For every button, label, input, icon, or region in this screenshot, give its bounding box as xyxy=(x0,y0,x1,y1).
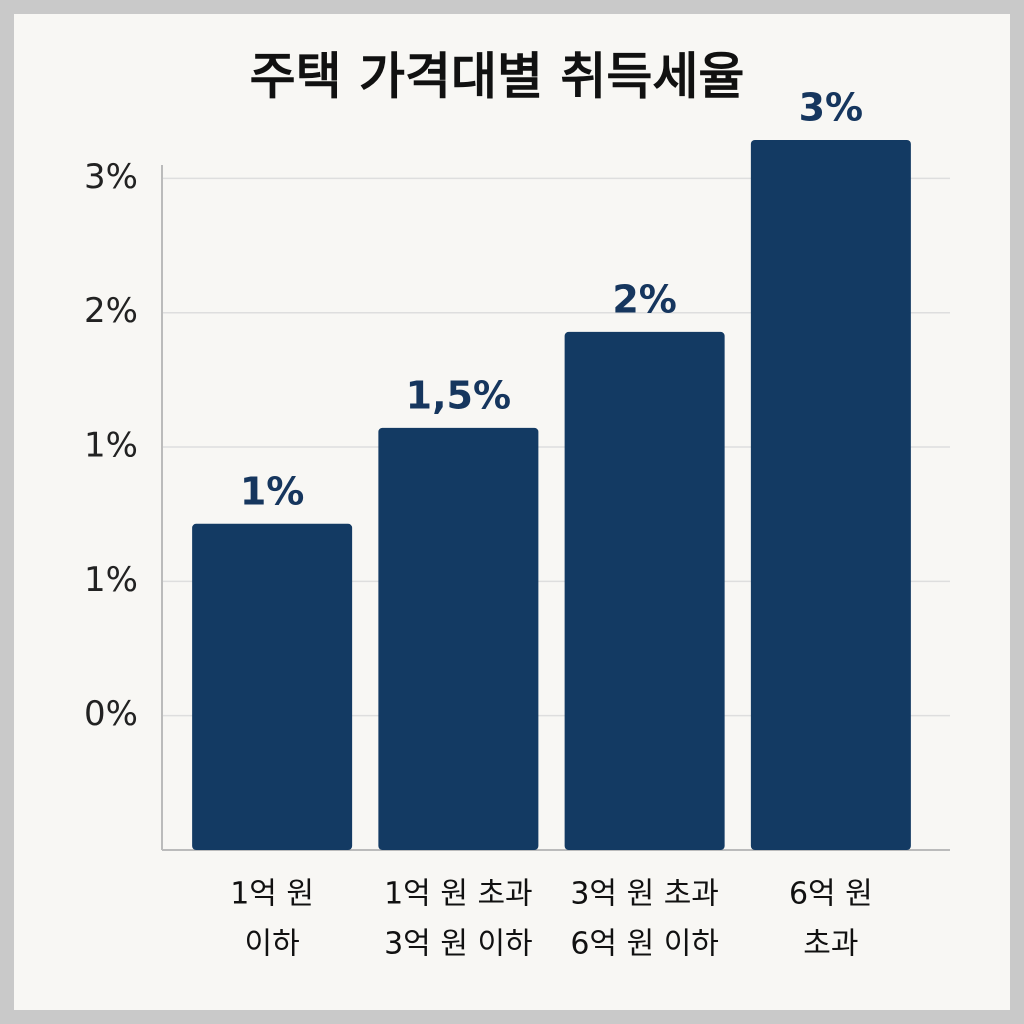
chart-title: 주택 가격대별 취득세율 xyxy=(250,48,745,106)
bar xyxy=(750,140,911,850)
value-label: 2% xyxy=(612,277,677,321)
x-tick-label: 6억 원 이하 xyxy=(570,927,719,962)
bar xyxy=(564,331,725,850)
bar xyxy=(192,523,353,850)
y-tick-label: 3% xyxy=(84,157,138,197)
x-tick-label: 1억 원 초과 xyxy=(384,877,533,912)
y-tick-label: 1% xyxy=(84,426,138,466)
y-tick-label: 0% xyxy=(84,694,138,734)
x-tick-label: 1억 원 xyxy=(230,877,314,912)
value-label: 3% xyxy=(799,86,864,130)
x-tick-label: 3억 원 초과 xyxy=(570,877,719,912)
x-tick-label: 이하 xyxy=(245,927,300,962)
value-label: 1% xyxy=(240,469,305,513)
x-tick-label: 초과 xyxy=(803,927,858,962)
y-tick-label: 1% xyxy=(84,560,138,600)
y-tick-label: 2% xyxy=(84,291,138,331)
bar xyxy=(378,427,539,850)
value-label: 1,5% xyxy=(406,373,511,417)
x-tick-label: 6억 원 xyxy=(789,877,873,912)
x-tick-label: 3억 원 이하 xyxy=(384,927,533,962)
